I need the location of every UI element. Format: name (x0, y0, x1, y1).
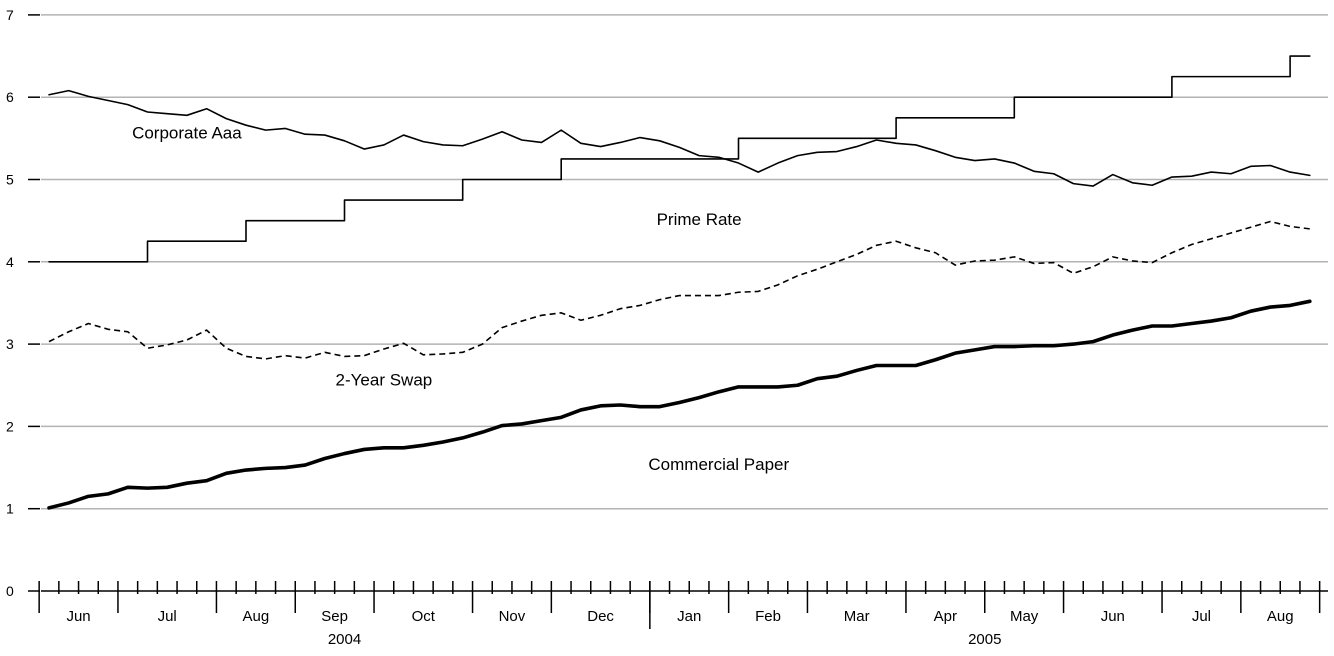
month-label: Jun (66, 608, 90, 625)
y-tick-label: 5 (6, 172, 14, 188)
month-label: Jun (1101, 608, 1125, 625)
month-label: Jul (1192, 608, 1211, 625)
x-axis: Jun Jul Aug Sep Oct Nov Dec Jan Feb Mar Apr May Jun J… (38, 581, 1328, 648)
month-label: Oct (412, 608, 436, 625)
month-label: Feb (755, 608, 781, 625)
y-tick-label: 2 (6, 418, 14, 434)
year-label: 2005 (968, 631, 1001, 648)
y-tick-label: 4 (6, 254, 14, 270)
series-labels: Corporate Aaa Prime Rate 2-Year Swap Commer… (132, 123, 789, 474)
series-line-corporate-aaa (48, 89, 1311, 187)
series-label-2-year-swap: 2-Year Swap (336, 370, 433, 389)
y-axis: 0 1 2 3 4 5 6 7 (6, 7, 40, 599)
month-label: Apr (934, 608, 957, 625)
month-label: Mar (844, 608, 870, 625)
series-line-prime-rate (48, 55, 1311, 263)
series-line-2-year-swap (48, 220, 1310, 360)
y-tick-label: 1 (6, 501, 14, 517)
series-line-commercial-paper (47, 299, 1312, 510)
month-label: Jan (677, 608, 701, 625)
y-tick-label: 3 (6, 336, 14, 352)
y-tick-label: 6 (6, 89, 14, 105)
month-label: Jul (158, 608, 177, 625)
y-tick-label: 0 (6, 583, 14, 599)
series-lines (47, 55, 1312, 510)
series-label-commercial-paper: Commercial Paper (648, 455, 789, 474)
series-label-corporate-aaa: Corporate Aaa (132, 123, 242, 142)
month-label: Nov (499, 608, 526, 625)
year-label: 2004 (328, 631, 361, 648)
month-label: Aug (242, 608, 269, 625)
month-label: Aug (1267, 608, 1294, 625)
month-label: May (1010, 608, 1039, 625)
month-label: Sep (321, 608, 348, 625)
gridlines (41, 14, 1328, 510)
month-label: Dec (587, 608, 614, 625)
y-tick-label: 7 (6, 7, 14, 23)
series-label-prime-rate: Prime Rate (657, 210, 742, 229)
